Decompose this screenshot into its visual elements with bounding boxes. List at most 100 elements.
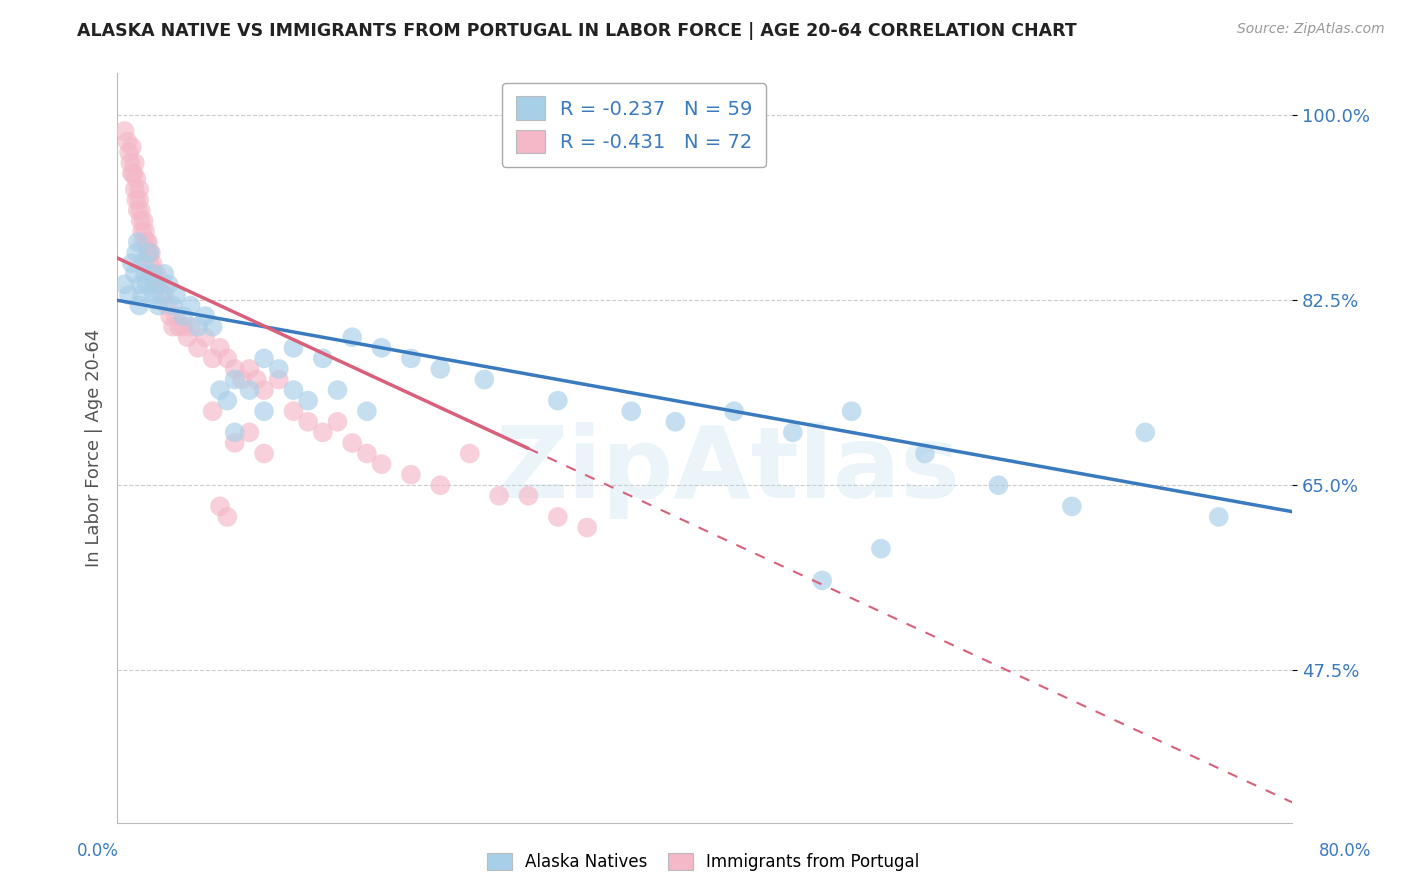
Point — [1060, 500, 1083, 514]
Point — [1208, 510, 1230, 524]
Point — [474, 372, 496, 386]
Point — [253, 404, 276, 418]
Point — [138, 256, 160, 270]
Point — [132, 256, 155, 270]
Legend: R = -0.237   N = 59, R = -0.431   N = 72: R = -0.237 N = 59, R = -0.431 N = 72 — [502, 83, 766, 167]
Point — [125, 171, 148, 186]
Point — [208, 341, 231, 355]
Point — [370, 341, 392, 355]
Point — [129, 214, 152, 228]
Point — [217, 351, 239, 366]
Point — [283, 404, 305, 418]
Point — [159, 309, 181, 323]
Point — [121, 140, 143, 154]
Point — [120, 156, 142, 170]
Point — [125, 193, 148, 207]
Point — [117, 135, 139, 149]
Point — [267, 362, 290, 376]
Point — [194, 330, 217, 344]
Point — [139, 245, 162, 260]
Point — [157, 277, 180, 292]
Point — [194, 309, 217, 323]
Point — [201, 319, 224, 334]
Point — [1135, 425, 1157, 440]
Point — [165, 288, 187, 302]
Point — [150, 277, 173, 292]
Point — [142, 288, 165, 302]
Point — [297, 393, 319, 408]
Point — [146, 267, 169, 281]
Point — [129, 203, 152, 218]
Point — [723, 404, 745, 418]
Point — [224, 362, 246, 376]
Point — [114, 277, 136, 292]
Point — [145, 277, 167, 292]
Point — [124, 182, 146, 196]
Text: ALASKA NATIVE VS IMMIGRANTS FROM PORTUGAL IN LABOR FORCE | AGE 20-64 CORRELATION: ALASKA NATIVE VS IMMIGRANTS FROM PORTUGA… — [77, 22, 1077, 40]
Point — [129, 277, 152, 292]
Point — [176, 330, 198, 344]
Point — [914, 446, 936, 460]
Point — [356, 446, 378, 460]
Point — [208, 500, 231, 514]
Point — [246, 372, 269, 386]
Point — [664, 415, 686, 429]
Point — [811, 574, 834, 588]
Point — [121, 256, 143, 270]
Point — [253, 446, 276, 460]
Point — [128, 299, 150, 313]
Point — [253, 351, 276, 366]
Point — [180, 299, 202, 313]
Point — [488, 489, 510, 503]
Point — [870, 541, 893, 556]
Point — [267, 372, 290, 386]
Point — [131, 225, 153, 239]
Point — [356, 404, 378, 418]
Point — [217, 510, 239, 524]
Point — [114, 124, 136, 138]
Point — [297, 415, 319, 429]
Point — [429, 478, 451, 492]
Point — [172, 319, 194, 334]
Point — [122, 166, 145, 180]
Point — [127, 203, 149, 218]
Point — [180, 319, 202, 334]
Point — [399, 467, 422, 482]
Point — [370, 457, 392, 471]
Point — [620, 404, 643, 418]
Point — [132, 214, 155, 228]
Legend: Alaska Natives, Immigrants from Portugal: Alaska Natives, Immigrants from Portugal — [478, 845, 928, 880]
Text: Source: ZipAtlas.com: Source: ZipAtlas.com — [1237, 22, 1385, 37]
Point — [399, 351, 422, 366]
Text: 0.0%: 0.0% — [77, 842, 120, 860]
Point — [148, 299, 170, 313]
Point — [283, 383, 305, 397]
Text: 80.0%: 80.0% — [1319, 842, 1371, 860]
Point — [141, 256, 163, 270]
Point — [124, 267, 146, 281]
Point — [841, 404, 863, 418]
Point — [201, 404, 224, 418]
Point — [162, 319, 184, 334]
Point — [162, 299, 184, 313]
Point — [118, 145, 141, 160]
Point — [125, 245, 148, 260]
Point — [187, 319, 209, 334]
Point — [136, 235, 159, 249]
Point — [517, 489, 540, 503]
Text: ZipAtlas: ZipAtlas — [496, 422, 960, 519]
Point — [231, 372, 253, 386]
Point — [312, 425, 335, 440]
Point — [201, 351, 224, 366]
Point — [326, 383, 349, 397]
Point — [138, 245, 160, 260]
Point — [150, 288, 173, 302]
Point — [217, 393, 239, 408]
Point — [253, 383, 276, 397]
Point — [224, 372, 246, 386]
Point — [187, 341, 209, 355]
Point — [142, 267, 165, 281]
Point — [208, 383, 231, 397]
Point — [224, 425, 246, 440]
Y-axis label: In Labor Force | Age 20-64: In Labor Force | Age 20-64 — [86, 329, 103, 567]
